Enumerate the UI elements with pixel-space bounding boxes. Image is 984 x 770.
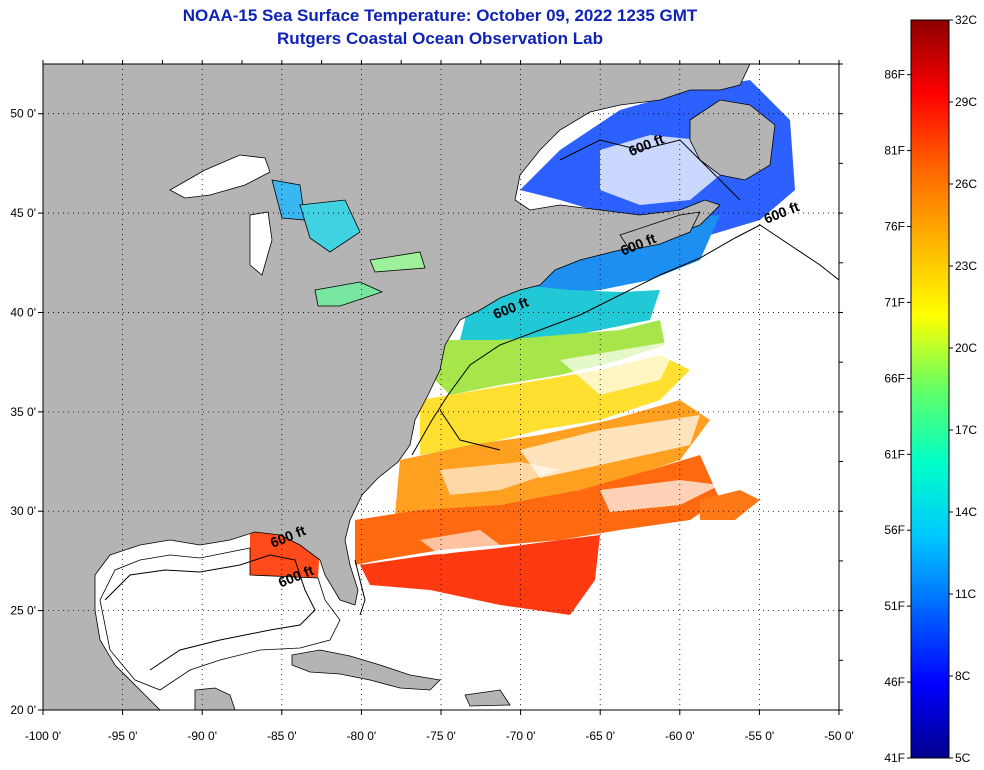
lat-tick-label: 50 0' [10, 107, 36, 121]
colorbar-celsius-label: 5C [955, 751, 971, 765]
isobath-600ft [104, 139, 839, 671]
colorbar-fahrenheit-label: 76F [884, 220, 905, 234]
great-lakes [169, 154, 426, 307]
lon-tick-label: -95 0' [108, 729, 138, 743]
map-axes: -100 0' -95 0' -90 0' -85 0' -80 0' -75 0' -70… [10, 60, 854, 743]
lat-tick-label: 25 0' [10, 604, 36, 618]
lon-tick-label: -55 0' [745, 729, 775, 743]
colorbar-celsius-label: 32C [955, 13, 977, 27]
lon-tick-label: -85 0' [267, 729, 297, 743]
colorbar-fahrenheit-label: 46F [884, 675, 905, 689]
colorbar-fahrenheit-label: 66F [884, 371, 905, 385]
lon-tick-label: -100 0' [25, 729, 61, 743]
colorbar-fahrenheit-label: 71F [884, 295, 905, 309]
gulf-of-mexico [99, 547, 341, 691]
colorbar-celsius-label: 29C [955, 95, 977, 109]
colorbar-celsius-label: 17C [955, 423, 977, 437]
colorbar-fahrenheit-label: 51F [884, 599, 905, 613]
colorbar-fahrenheit-label: 86F [884, 68, 905, 82]
colorbar-celsius-label: 11C [955, 587, 976, 601]
colorbar-fahrenheit-label: 41F [884, 751, 905, 765]
land [43, 64, 776, 710]
lon-tick-label: -75 0' [426, 729, 456, 743]
hispaniola-land [464, 689, 511, 707]
lat-tick-label: 20 0' [10, 703, 36, 717]
colorbar-celsius-label: 23C [955, 259, 977, 273]
colorbar-celsius-label: 26C [955, 177, 977, 191]
colorbar-labels: 32C 29C 26C 23C 20C 17C 14C 11C 8C 5C 86F 81F 76F 71F… [884, 13, 977, 765]
lat-tick-label: 35 0' [10, 405, 36, 419]
lon-tick-label: -70 0' [506, 729, 536, 743]
lon-tick-label: -80 0' [347, 729, 377, 743]
colorbar-fahrenheit-label: 61F [884, 447, 905, 461]
north-america-land [43, 64, 751, 710]
lon-tick-label: -60 0' [665, 729, 695, 743]
colorbar-celsius-label: 8C [955, 669, 971, 683]
temperature-colorbar [910, 19, 950, 759]
lon-tick-label: -50 0' [824, 729, 854, 743]
colorbar-celsius-label: 14C [955, 505, 977, 519]
yucatan-land [194, 687, 236, 710]
colorbar-fahrenheit-label: 56F [884, 523, 905, 537]
lat-tick-label: 45 0' [10, 206, 36, 220]
map-title: NOAA-15 Sea Surface Temperature: October… [182, 6, 698, 25]
newfoundland-land [689, 99, 776, 181]
lon-tick-label: -65 0' [585, 729, 615, 743]
colorbar-celsius-label: 20C [955, 341, 977, 355]
colorbar-fahrenheit-label: 81F [884, 144, 905, 158]
cuba-land [291, 649, 441, 691]
lon-tick-label: -90 0' [187, 729, 217, 743]
map-subtitle: Rutgers Coastal Ocean Observation Lab [277, 29, 603, 48]
lat-tick-label: 30 0' [10, 504, 36, 518]
lat-tick-label: 40 0' [10, 305, 36, 319]
nova-scotia-land [619, 211, 701, 251]
